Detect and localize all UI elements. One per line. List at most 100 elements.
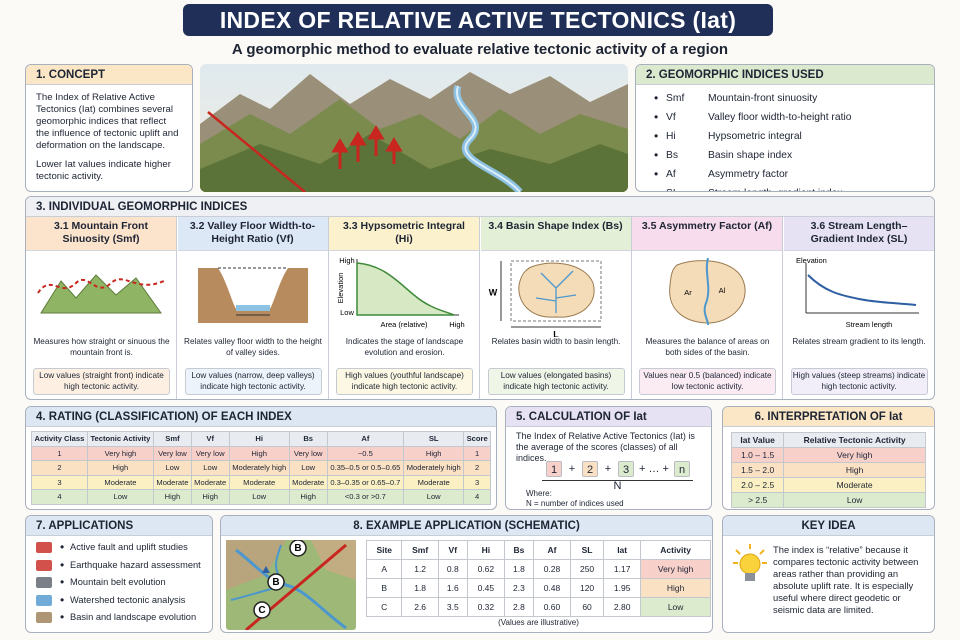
card-description: Relates valley floor width to the height… xyxy=(184,337,322,357)
heading: 3. INDIVIDUAL GEOMORPHIC INDICES xyxy=(26,197,934,217)
diagram-shape xyxy=(535,270,576,313)
paragraph: The Index of Relative Active Tectonics (… xyxy=(516,431,695,463)
card-note: High values (steep streams) indicate hig… xyxy=(790,368,928,395)
diagram-label: Low xyxy=(340,308,354,317)
formula-operator: + xyxy=(568,463,576,475)
index-card: 3.6 Stream Length–Gradient Index (SL) El… xyxy=(783,217,934,399)
diagram-shape xyxy=(356,262,455,316)
index-name: Asymmetry factor xyxy=(708,169,789,180)
index-name: Basin shape index xyxy=(708,150,793,161)
table-cell: 3 xyxy=(463,474,491,490)
table-cell: 0.48 xyxy=(532,578,572,598)
table-cell: Low xyxy=(288,460,328,476)
table-cell: > 2.5 xyxy=(730,492,785,508)
table-row: 1 Very high Very low Very low High Very low ~0… xyxy=(31,445,491,461)
table-cell: 1 xyxy=(463,445,491,461)
diagram-shape xyxy=(40,274,162,314)
table-cell: C xyxy=(365,597,403,617)
card-note: High values (youthful landscape) indicat… xyxy=(336,368,473,395)
table-cell: Moderate xyxy=(403,474,465,490)
table-row: 1.5 – 2.0 High xyxy=(730,462,926,478)
diagram-shape xyxy=(235,305,270,311)
table-cell: 120 xyxy=(570,578,605,598)
table-cell: Low xyxy=(86,489,155,505)
bullet: • xyxy=(654,91,659,105)
table-cell: 2 xyxy=(463,460,491,476)
app-icon xyxy=(36,577,52,588)
title: INDEX OF RELATIVE ACTIVE TECTONICS (Iat) xyxy=(183,4,773,36)
table-cell: 2.8 xyxy=(503,597,534,617)
landscape-illustration xyxy=(200,64,628,192)
bullet: • xyxy=(60,575,65,589)
bullet: • xyxy=(654,110,659,124)
header-row: Iat Value Relative Tectonic Activity xyxy=(730,432,926,448)
table-cell: Very high xyxy=(783,447,926,463)
fraction-line xyxy=(542,480,693,481)
map-label: C xyxy=(258,605,265,616)
heading: 7. APPLICATIONS xyxy=(26,516,212,536)
heading: 2. GEOMORPHIC INDICES USED xyxy=(636,65,934,85)
table-cell: Moderately high xyxy=(228,460,290,476)
map-label: B xyxy=(294,543,301,554)
table-cell: Moderate xyxy=(783,477,926,493)
application-item: Watershed tectonic analysis xyxy=(70,594,186,605)
table-cell: 0.60 xyxy=(532,597,572,617)
bullet: • xyxy=(60,592,65,607)
application-item: Earthquake hazard assessment xyxy=(70,559,201,570)
table-cell: 60 xyxy=(570,597,605,617)
card-diagram xyxy=(37,274,165,314)
table-cell: ~0.5 xyxy=(326,445,405,461)
index-card: 3.4 Basin Shape Index (Bs) W L Relates bas… xyxy=(480,217,632,399)
table-cell: 1.2 xyxy=(401,559,439,579)
card-title: 3.3 Hypsometric Integral (Hi) xyxy=(329,217,479,251)
table-cell: 0.28 xyxy=(532,559,572,579)
column-header: Hi xyxy=(466,540,505,560)
table: Activity Class Tectonic Activity Smf Vf Hi Bs… xyxy=(31,431,491,505)
table-cell: 1.0 – 1.5 xyxy=(730,447,785,463)
table: Iat Value Relative Tectonic Activity 1.0 –… xyxy=(730,432,926,508)
bullet: • xyxy=(654,186,658,191)
table: Site Smf Vf Hi Bs Af SL Iat Activity A 1.2 0.8 0.62 1… xyxy=(365,540,711,617)
subtitle: A geomorphic method to evaluate relative… xyxy=(231,41,729,58)
paragraph: The Index of Relative Active Tectonics (… xyxy=(36,92,179,151)
card-description: Measures how straight or sinuous the mou… xyxy=(33,337,170,357)
calculation-panel: 5. CALCULATION OF Iat The Index of Relat… xyxy=(505,406,712,510)
diagram-label: W xyxy=(488,287,497,297)
table-cell: 0.3–0.35 or 0.65–0.7 xyxy=(326,474,405,490)
heading: 6. INTERPRETATION OF Iat xyxy=(723,407,934,427)
key-idea-panel: KEY IDEA The index is “relative” because… xyxy=(722,515,935,633)
table-cell: 2.6 xyxy=(401,597,439,617)
app-icon xyxy=(36,559,52,571)
index-name: Stream length–gradient index xyxy=(708,188,843,191)
table-cell: High xyxy=(288,489,328,505)
table-cell: 0.45 xyxy=(466,578,505,598)
table-cell: 2.0 – 2.5 xyxy=(730,477,785,493)
table-cell: <0.3 or >0.7 xyxy=(326,489,405,505)
diagram-label: High xyxy=(339,256,354,265)
index-name: Mountain-front sinuosity xyxy=(708,93,818,104)
table-cell: Very low xyxy=(190,445,230,461)
index-abbr: Smf xyxy=(666,93,685,104)
card-diagram: Elevation Stream length xyxy=(796,256,919,329)
table-row: B 1.8 1.6 0.45 2.3 0.48 120 1.95 High xyxy=(365,578,711,598)
bullet: • xyxy=(654,148,659,162)
column-header: Activity Class xyxy=(31,431,88,447)
index-name: Valley floor width-to-height ratio xyxy=(708,112,852,123)
table-cell: Low xyxy=(783,492,926,508)
formula-term: 3 xyxy=(618,461,634,477)
diagram-label: Ar xyxy=(684,288,692,297)
index-abbr: Vf xyxy=(666,112,676,123)
column-header: SL xyxy=(403,431,465,447)
column-header: Hi xyxy=(228,431,290,447)
table-cell: B xyxy=(365,578,403,598)
table-cell: 2 xyxy=(31,460,88,476)
table-row: > 2.5 Low xyxy=(730,492,926,508)
table-cell: 0.8 xyxy=(437,559,468,579)
diagram-shape xyxy=(806,274,916,306)
table-row: 4 Low High High Low High <0.3 or >0.7 Low 4 xyxy=(31,489,491,505)
table-cell: Moderate xyxy=(288,474,328,490)
card-description: Measures the balance of areas on both si… xyxy=(645,337,770,357)
diagram-label: Al xyxy=(719,286,726,295)
column-header: Af xyxy=(532,540,572,560)
